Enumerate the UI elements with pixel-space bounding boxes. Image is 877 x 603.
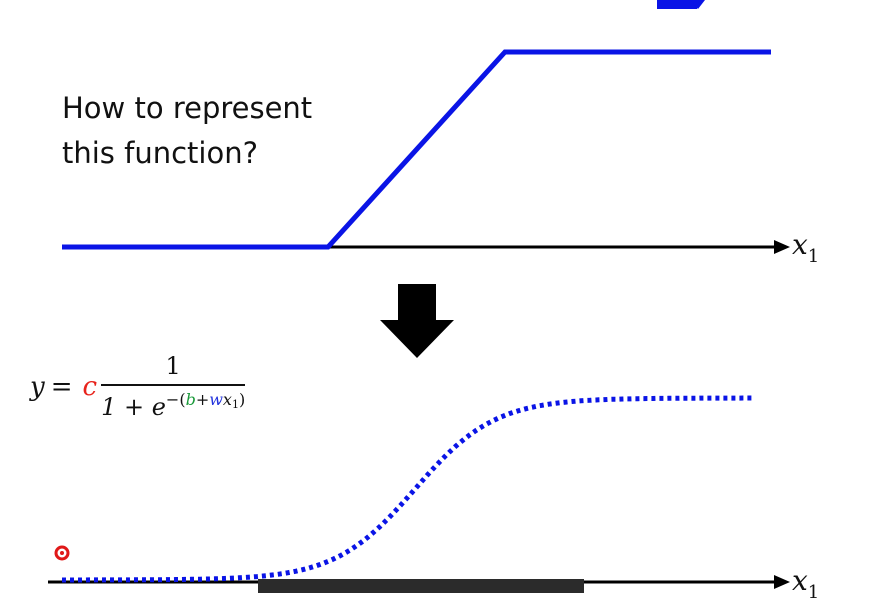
bottom-axis-label: x1 [792, 564, 819, 603]
formula-x-sub: 1 [231, 398, 239, 411]
hard-sigmoid-curve [62, 49, 771, 250]
formula-denom-base: 1 + e [101, 393, 166, 421]
formula-plus: + [195, 390, 210, 409]
subtitle-bar [258, 579, 584, 593]
formula-fraction: 1 1 + e−(b+wx1) [101, 352, 246, 421]
formula-y: y [30, 371, 45, 402]
down-arrow-icon [380, 284, 454, 358]
top-axis-label: x1 [792, 228, 819, 267]
formula-exp-minus: −( [165, 390, 186, 409]
formula-x: x [222, 390, 232, 409]
sigmoid-curve [62, 395, 755, 583]
formula-close: ) [238, 390, 246, 409]
formula-c: c [82, 371, 98, 402]
top-axis-sub: 1 [807, 246, 820, 267]
question-line-1: How to represent [62, 91, 313, 125]
corner-arrow-icon [657, 0, 705, 9]
formula-equals: = [50, 371, 73, 402]
formula-denominator: 1 + e−(b+wx1) [101, 384, 246, 421]
top-axis-var: x [792, 228, 808, 261]
cursor-dot-icon [54, 545, 70, 561]
formula-exponent: −(b+wx1) [165, 390, 246, 411]
bottom-axis-sub: 1 [807, 582, 820, 603]
formula-numerator: 1 [165, 352, 181, 380]
question-line-2: this function? [62, 136, 258, 170]
bottom-axis-var: x [792, 564, 808, 597]
question-text: How to represent this function? [62, 86, 312, 176]
formula-w: w [209, 390, 223, 409]
sigmoid-formula: y = c 1 1 + e−(b+wx1) [30, 352, 246, 421]
formula-b: b [185, 390, 196, 409]
